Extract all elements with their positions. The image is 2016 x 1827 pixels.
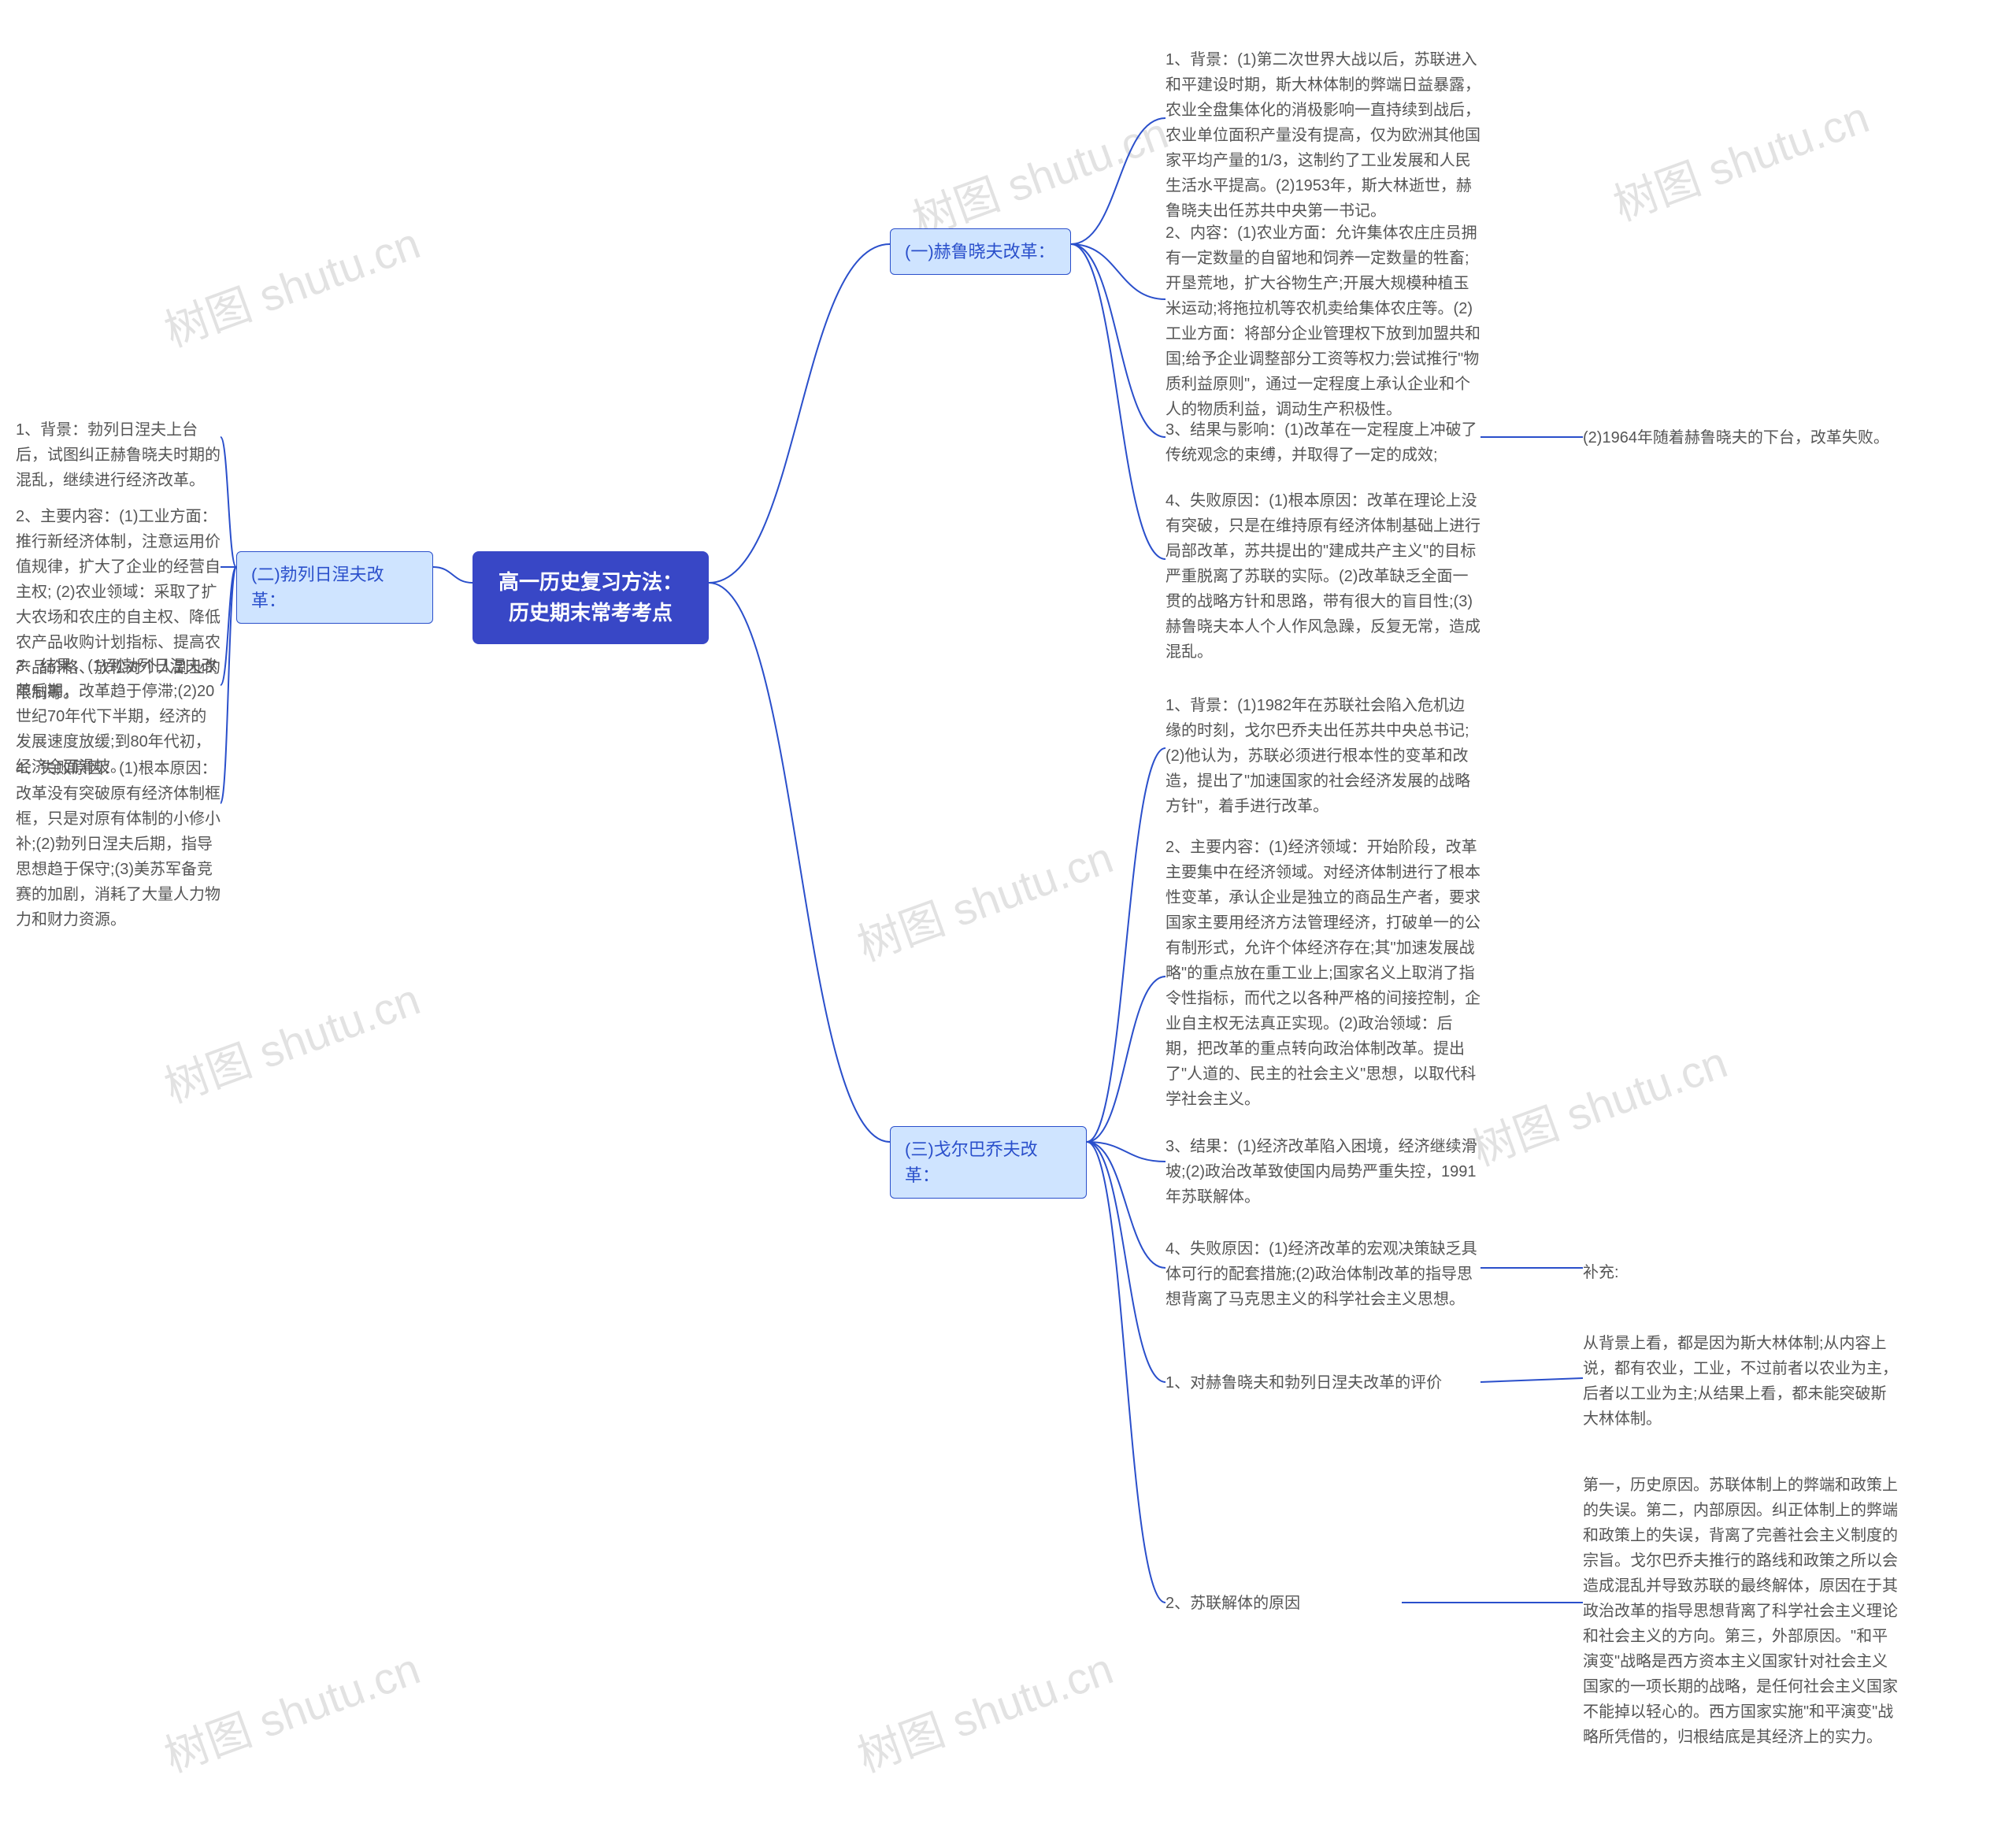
leaf-node-s1l4: 4、失败原因：(1)根本原因：改革在理论上没有突破，只是在维持原有经济体制基础上… xyxy=(1166,488,1480,665)
leaf-node-s2l1: 1、背景：勃列日涅夫上台后，试图纠正赫鲁晓夫时期的混乱，继续进行经济改革。 xyxy=(16,417,220,493)
watermark: 树图 shutu.cn xyxy=(902,98,1176,249)
leaf-node-s3l4c: 补充: xyxy=(1583,1260,1646,1285)
leaf-node-s2l4: 4、失败原因：(1)根本原因：改革没有突破原有经济体制框框，只是对原有体制的小修… xyxy=(16,756,220,932)
leaf-node-s3l1: 1、背景：(1)1982年在苏联社会陷入危机边缘的时刻，戈尔巴乔夫出任苏共中央总… xyxy=(1166,693,1480,819)
root-node: 高一历史复习方法：历史期末常考考点 xyxy=(472,551,709,644)
leaf-node-s3l5: 1、对赫鲁晓夫和勃列日涅夫改革的评价 xyxy=(1166,1370,1480,1395)
watermark: 树图 shutu.cn xyxy=(154,208,428,359)
watermark: 树图 shutu.cn xyxy=(154,964,428,1115)
watermark: 树图 shutu.cn xyxy=(847,1633,1121,1784)
leaf-node-s1l3: 3、结果与影响：(1)改革在一定程度上冲破了传统观念的束缚，并取得了一定的成效; xyxy=(1166,417,1480,468)
leaf-node-s3l4: 4、失败原因：(1)经济改革的宏观决策缺乏具体可行的配套措施;(2)政治体制改革… xyxy=(1166,1236,1480,1312)
watermark: 树图 shutu.cn xyxy=(1603,82,1877,233)
section-node-s2: (二)勃列日涅夫改革： xyxy=(236,551,433,624)
watermark: 树图 shutu.cn xyxy=(1462,1027,1735,1178)
leaf-node-s1l2: 2、内容：(1)农业方面：允许集体农庄庄员拥有一定数量的自留地和饲养一定数量的牲… xyxy=(1166,220,1480,422)
section-node-s3: (三)戈尔巴乔夫改革： xyxy=(890,1126,1087,1199)
leaf-node-s1l1: 1、背景：(1)第二次世界大战以后，苏联进入和平建设时期，斯大林体制的弊端日益暴… xyxy=(1166,47,1480,224)
leaf-node-s1l3c: (2)1964年随着赫鲁晓夫的下台，改革失败。 xyxy=(1583,425,1914,450)
leaf-node-s3l6: 2、苏联解体的原因 xyxy=(1166,1591,1402,1616)
leaf-node-s3l3: 3、结果：(1)经济改革陷入困境，经济继续滑坡;(2)政治改革致使国内局势严重失… xyxy=(1166,1134,1480,1210)
leaf-node-s3l6c: 第一，历史原因。苏联体制上的弊端和政策上的失误。第二，内部原因。纠正体制上的弊端… xyxy=(1583,1473,1898,1750)
leaf-node-s3l2: 2、主要内容：(1)经济领域：开始阶段，改革主要集中在经济领域。对经济体制进行了… xyxy=(1166,835,1480,1112)
section-node-s1: (一)赫鲁晓夫改革： xyxy=(890,228,1071,275)
watermark: 树图 shutu.cn xyxy=(154,1633,428,1784)
leaf-node-s3l5c: 从背景上看，都是因为斯大林体制;从内容上说，都有农业，工业，不过前者以农业为主，… xyxy=(1583,1331,1898,1432)
watermark: 树图 shutu.cn xyxy=(847,822,1121,973)
